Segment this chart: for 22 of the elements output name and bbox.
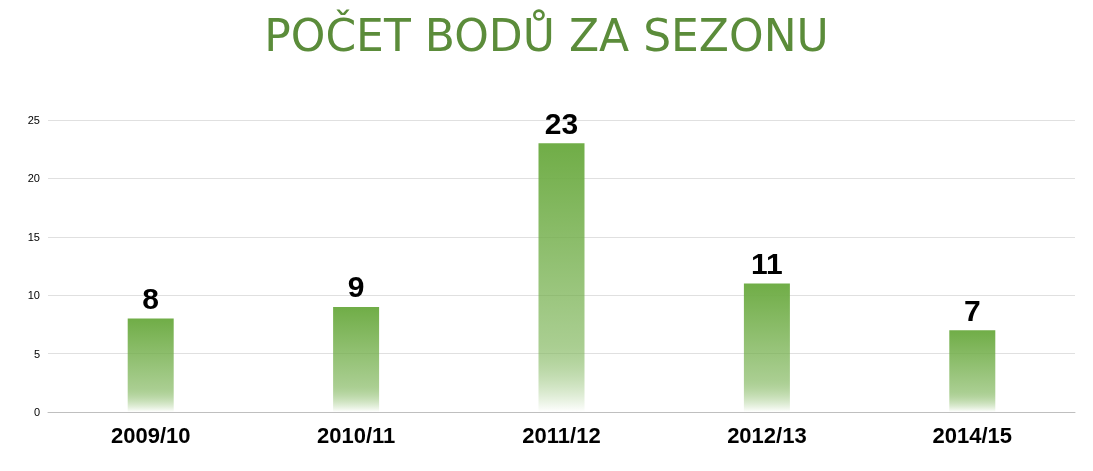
x-tick-label: 2014/15 [932, 422, 1013, 448]
data-label: 7 [963, 293, 981, 327]
bar [743, 283, 790, 412]
bar [538, 143, 585, 412]
y-tick-label: 15 [27, 230, 40, 243]
y-tick-label: 10 [27, 289, 40, 302]
y-tick-label: 0 [33, 406, 40, 418]
x-tick-label: 2009/10 [110, 422, 191, 448]
bar [333, 306, 380, 412]
bar [949, 330, 996, 412]
y-tick-label: 20 [27, 172, 40, 185]
chart-title: POČET BODŮ ZA SEZONU [264, 8, 829, 61]
x-tick-label: 2010/11 [316, 422, 396, 448]
x-tick-label: 2012/13 [727, 422, 807, 448]
y-tick-label: 5 [33, 347, 40, 360]
y-tick-label: 25 [27, 114, 40, 126]
data-label: 11 [751, 247, 783, 281]
data-label: 9 [347, 270, 365, 304]
data-label: 23 [544, 106, 579, 140]
x-tick-label: 2011/12 [522, 422, 601, 448]
bar [127, 318, 174, 412]
data-label: 8 [142, 282, 160, 316]
